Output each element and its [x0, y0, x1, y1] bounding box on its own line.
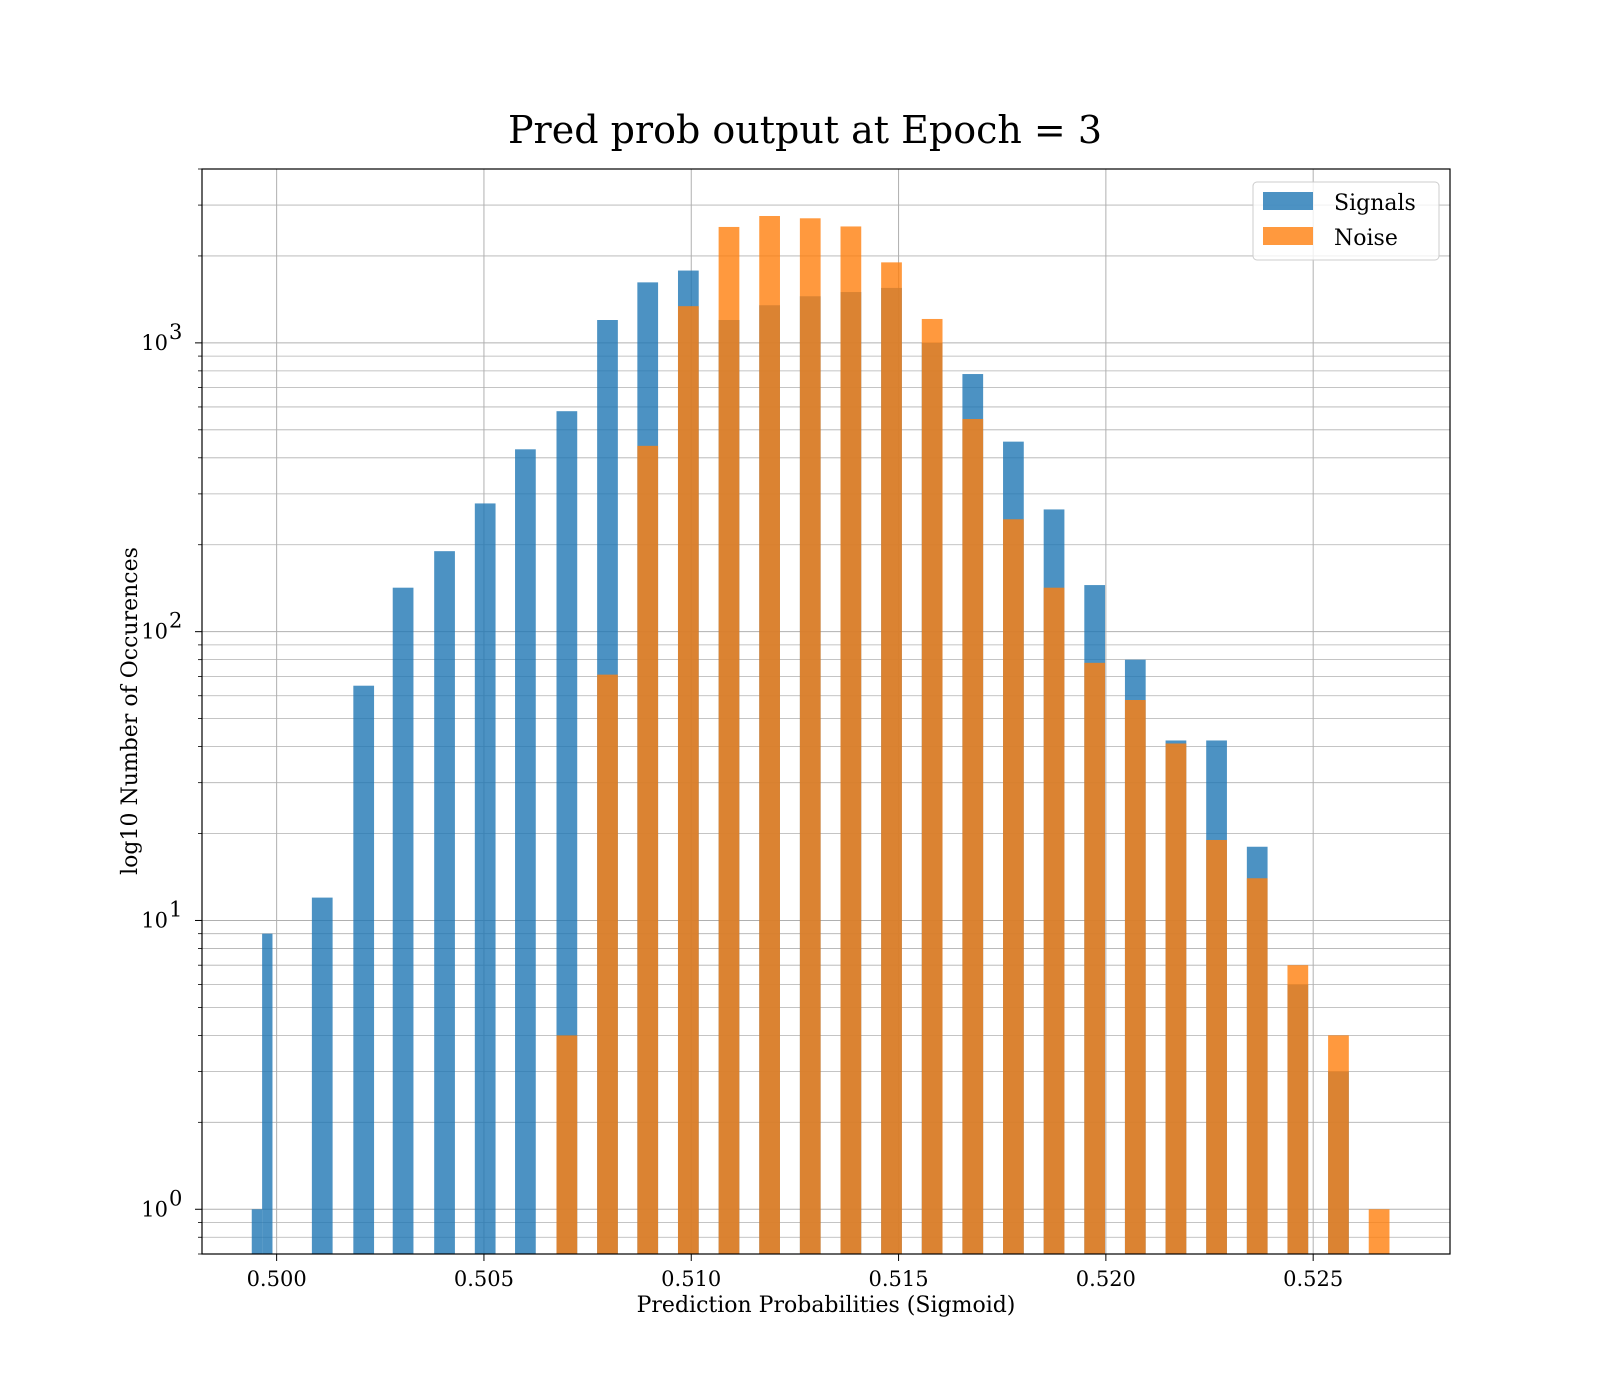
bar-noise [1328, 1035, 1349, 1254]
bar-noise [1368, 1209, 1390, 1254]
bar-noise [1084, 662, 1106, 1254]
chart-title: Pred prob output at Epoch = 3 [508, 108, 1102, 152]
bar-noise [1165, 743, 1187, 1254]
x-tick-label: 0.520 [1076, 1267, 1136, 1291]
legend-label-signals: Signals [1334, 191, 1416, 216]
x-tick-label: 0.515 [868, 1267, 928, 1291]
series-noise [556, 215, 1390, 1255]
y-tick-label: 10 [141, 1197, 168, 1221]
y-tick-label: 10 [141, 620, 168, 644]
bar-noise [637, 445, 659, 1254]
bars [251, 215, 1390, 1255]
bar-noise [597, 674, 618, 1254]
bar-noise [799, 218, 821, 1254]
x-tick-label: 0.525 [1283, 1267, 1343, 1291]
legend-swatch-noise [1263, 227, 1313, 245]
bar-signals [262, 933, 273, 1254]
bar-noise [556, 1035, 578, 1254]
bar-noise [1287, 965, 1309, 1254]
y-tick-exponent: 1 [169, 897, 182, 921]
bar-noise [1206, 839, 1227, 1254]
bar-noise [677, 306, 699, 1254]
bar-noise [840, 226, 862, 1255]
bar-noise [881, 262, 902, 1254]
legend: Signals Noise [1252, 181, 1440, 261]
bar-signals [311, 897, 333, 1254]
bar-noise [1124, 699, 1146, 1254]
y-tick-exponent: 3 [169, 320, 182, 344]
bar-noise [1003, 519, 1024, 1254]
bar-signals [515, 449, 536, 1254]
y-tick-label: 10 [141, 331, 168, 355]
bar-noise [962, 419, 984, 1254]
bar-signals [434, 551, 455, 1254]
bar-noise [1246, 878, 1268, 1254]
x-tick-label: 0.500 [247, 1267, 307, 1291]
y-tick-exponent: 0 [169, 1186, 182, 1210]
bar-signals [392, 587, 414, 1254]
bar-noise [1043, 587, 1065, 1254]
bar-noise [759, 215, 780, 1255]
bar-noise [718, 226, 740, 1255]
bar-signals [474, 503, 496, 1254]
plot-frame [201, 168, 1451, 1255]
y-axis-label: log10 Number of Occurences [118, 547, 143, 875]
bar-signals [251, 1209, 263, 1254]
x-axis-label: Prediction Probabilities (Sigmoid) [637, 1293, 1016, 1318]
bar-signals [353, 685, 375, 1254]
legend-label-noise: Noise [1334, 226, 1398, 251]
x-tick-label: 0.510 [661, 1267, 721, 1291]
bar-noise [921, 318, 943, 1254]
y-tick-label: 10 [141, 908, 168, 932]
y-tick-exponent: 2 [169, 609, 182, 633]
legend-swatch-signals [1263, 192, 1313, 210]
x-tick-label: 0.505 [454, 1267, 514, 1291]
